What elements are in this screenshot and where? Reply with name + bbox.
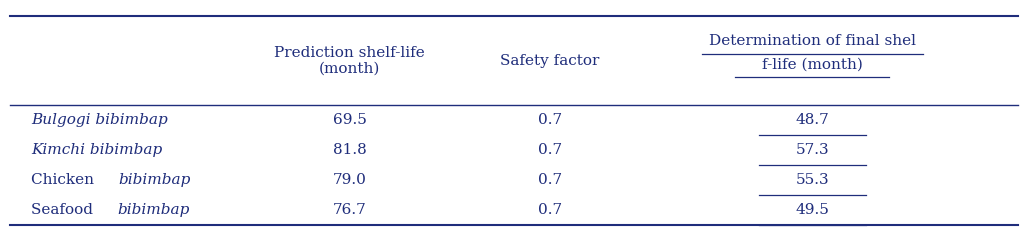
Text: Kimchi bibimbap: Kimchi bibimbap bbox=[31, 143, 162, 157]
Text: Seafood: Seafood bbox=[31, 203, 98, 217]
Text: 0.7: 0.7 bbox=[538, 203, 562, 217]
Text: Chicken: Chicken bbox=[31, 173, 99, 187]
Text: bibimbap: bibimbap bbox=[117, 203, 189, 217]
Text: 0.7: 0.7 bbox=[538, 173, 562, 187]
Text: 76.7: 76.7 bbox=[333, 203, 366, 217]
Text: Bulgogi bibimbap: Bulgogi bibimbap bbox=[31, 113, 168, 127]
Text: 48.7: 48.7 bbox=[796, 113, 829, 127]
Text: 57.3: 57.3 bbox=[796, 143, 829, 157]
Text: 49.5: 49.5 bbox=[796, 203, 829, 217]
Text: 0.7: 0.7 bbox=[538, 143, 562, 157]
Text: Prediction shelf-life
(month): Prediction shelf-life (month) bbox=[274, 46, 425, 76]
Text: 79.0: 79.0 bbox=[333, 173, 366, 187]
Text: 69.5: 69.5 bbox=[333, 113, 366, 127]
Text: bibimbap: bibimbap bbox=[118, 173, 191, 187]
Text: 55.3: 55.3 bbox=[796, 173, 829, 187]
Text: f-life (month): f-life (month) bbox=[762, 57, 862, 71]
Text: 0.7: 0.7 bbox=[538, 113, 562, 127]
Text: Safety factor: Safety factor bbox=[501, 54, 599, 68]
Text: Determination of final shel: Determination of final shel bbox=[708, 34, 916, 48]
Text: 81.8: 81.8 bbox=[333, 143, 366, 157]
